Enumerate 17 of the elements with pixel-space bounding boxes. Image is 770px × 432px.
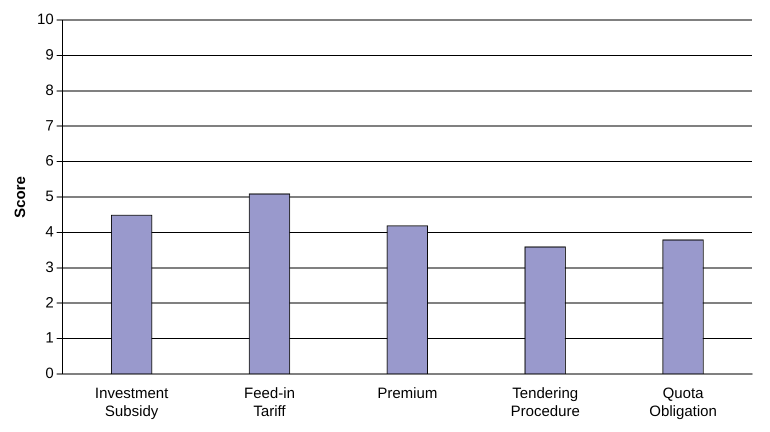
- y-axis-title: Score: [12, 176, 30, 218]
- y-tick-label: 2: [45, 294, 54, 312]
- y-tick-label: 4: [45, 224, 54, 241]
- x-tick-label: Feed-in Tariff: [244, 385, 295, 420]
- x-tick-label: Tendering Procedure: [510, 385, 580, 420]
- y-tick-label: 8: [45, 82, 54, 99]
- y-tick-label: 6: [45, 152, 54, 170]
- y-tick-label: 10: [36, 11, 54, 28]
- y-tick-label: 7: [45, 117, 54, 134]
- y-tick-label: 3: [45, 258, 54, 276]
- y-tick-label: 0: [45, 365, 54, 382]
- x-tick-label: Investment Subsidy: [94, 385, 170, 420]
- y-tick-label: 1: [45, 330, 54, 347]
- y-tick-label: 9: [45, 46, 54, 64]
- x-tick-label: Quota Obligation: [649, 385, 717, 420]
- y-tick-label: 5: [45, 188, 54, 206]
- x-tick-label: Premium: [377, 385, 438, 402]
